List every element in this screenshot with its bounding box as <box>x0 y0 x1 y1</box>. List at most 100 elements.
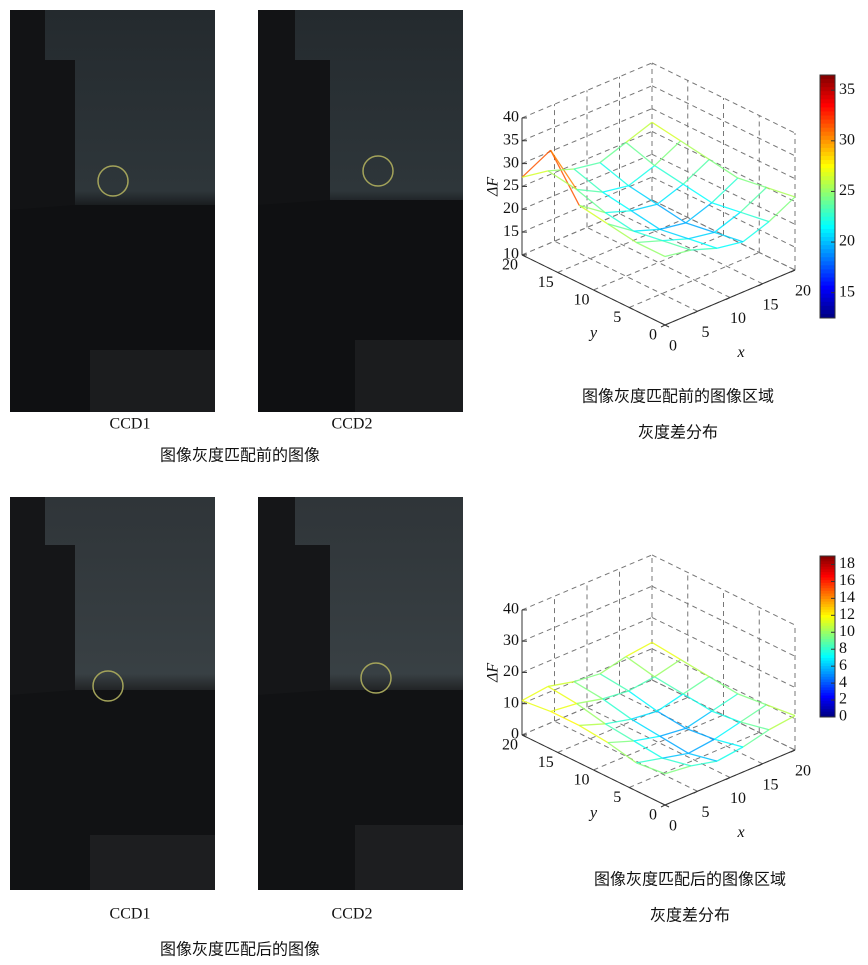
x-tick-label: 10 <box>730 310 746 327</box>
mesh-edge <box>688 232 714 238</box>
mesh-edge <box>608 224 637 243</box>
x-tick-label: 10 <box>730 790 746 807</box>
colorbar-cell <box>820 188 835 193</box>
colorbar-cell <box>820 120 835 125</box>
y-tick-label: 5 <box>613 309 621 326</box>
x-tick-label: 5 <box>702 804 710 821</box>
colorbar-cell <box>820 229 835 234</box>
colorbar-cell <box>820 310 835 315</box>
mesh-edge <box>743 730 769 747</box>
colorbar-tick-label: 14 <box>839 589 855 606</box>
colorbar-cell <box>820 249 835 254</box>
mesh-edge <box>629 691 658 711</box>
colorbar-cell <box>820 164 835 169</box>
mesh-edge <box>574 682 603 699</box>
mesh-edge <box>655 677 684 694</box>
mesh-edge <box>603 192 632 211</box>
mesh-edge <box>662 758 691 766</box>
mesh-edge <box>665 250 691 256</box>
x-tick-label: 0 <box>669 338 677 355</box>
mesh-edge <box>712 178 738 203</box>
colorbar-cell <box>820 128 835 133</box>
y-axis-label: y <box>588 325 598 342</box>
colorbar-cell <box>820 160 835 165</box>
z-tick-label: 20 <box>503 200 519 217</box>
z-tick-label: 10 <box>503 694 519 711</box>
colorbar-tick-label: 20 <box>839 233 855 250</box>
colorbar-cell <box>820 302 835 307</box>
colorbar-tick-label: 10 <box>839 623 855 640</box>
mesh-edge <box>683 184 712 203</box>
colorbar-tick-label: 35 <box>839 81 855 98</box>
grid-line <box>587 227 730 297</box>
y-tick-label: 5 <box>613 789 621 806</box>
mesh-edge <box>655 660 681 677</box>
colorbar-cell <box>820 197 835 202</box>
photo-label: CCD2 <box>332 416 373 433</box>
mesh-edge <box>691 248 717 250</box>
colorbar-cell <box>820 282 835 287</box>
colorbar-cell <box>820 225 835 230</box>
mesh-edge <box>579 205 608 224</box>
colorbar-cell <box>820 99 835 104</box>
mesh-edge <box>579 724 605 726</box>
colorbar-tick-label: 15 <box>839 283 855 300</box>
colorbar-cell <box>820 116 835 121</box>
mesh-edge <box>657 711 686 728</box>
colorbar-cell <box>820 209 835 214</box>
mesh-edge <box>600 674 629 691</box>
mesh-edge <box>681 141 710 160</box>
colorbar-cell <box>820 107 835 112</box>
z-tick-label: 20 <box>503 663 519 680</box>
mesh-edge <box>681 660 710 677</box>
mesh-edge <box>631 719 660 736</box>
colorbar-cell <box>820 253 835 258</box>
mesh-edge <box>605 211 631 213</box>
mesh-edge <box>657 184 683 204</box>
colorbar-cell <box>820 176 835 181</box>
mesh-edge <box>548 686 577 703</box>
x-tick-label: 20 <box>795 283 811 300</box>
colorbar-cell <box>820 237 835 242</box>
colorbar-cell <box>820 136 835 141</box>
photo <box>258 497 463 890</box>
colorbar-cell <box>820 233 835 238</box>
x-tick-label: 15 <box>763 776 779 793</box>
y-tick <box>629 787 633 789</box>
y-tick <box>558 272 562 274</box>
colorbar-cell <box>820 213 835 218</box>
mesh-edge <box>629 166 655 186</box>
mesh-edge <box>579 725 608 742</box>
mesh-edge <box>634 741 663 758</box>
colorbar-cell <box>820 95 835 100</box>
caption: 灰度差分布 <box>650 906 730 925</box>
colorbar-tick-label: 4 <box>839 674 847 691</box>
colorbar-tick-label: 2 <box>839 691 847 708</box>
z-tick-label: 30 <box>503 632 519 649</box>
colorbar-cell <box>820 132 835 137</box>
mesh-edge <box>662 239 688 241</box>
y-tick-label: 15 <box>538 754 554 771</box>
mesh-edge <box>717 242 743 248</box>
caption: 图像灰度匹配前的图像区域 <box>582 387 774 406</box>
mesh-edge <box>603 691 629 699</box>
mesh-edge <box>686 203 712 223</box>
y-tick-label: 0 <box>649 807 657 824</box>
y-tick <box>629 307 633 309</box>
colorbar-tick-label: 25 <box>839 182 855 199</box>
page: CCD1 CCD2 图像灰度匹配前的图像 图像灰度匹配前的图像区域 灰度差分布 … <box>0 0 868 965</box>
mesh-edge <box>688 239 717 248</box>
mesh-edge <box>714 212 740 232</box>
z-tick-label: 35 <box>503 131 519 148</box>
y-tick-label: 15 <box>538 274 554 291</box>
colorbar-cell <box>820 290 835 295</box>
colorbar-cell <box>820 148 835 153</box>
mesh-edge <box>634 229 660 231</box>
mesh-edge <box>714 722 740 739</box>
mesh-edge <box>738 694 767 705</box>
y-tick-label: 10 <box>574 292 590 309</box>
mesh-edge <box>629 186 658 205</box>
y-tick <box>558 752 562 754</box>
mesh-edge <box>577 189 603 192</box>
mesh-edge <box>660 223 686 229</box>
